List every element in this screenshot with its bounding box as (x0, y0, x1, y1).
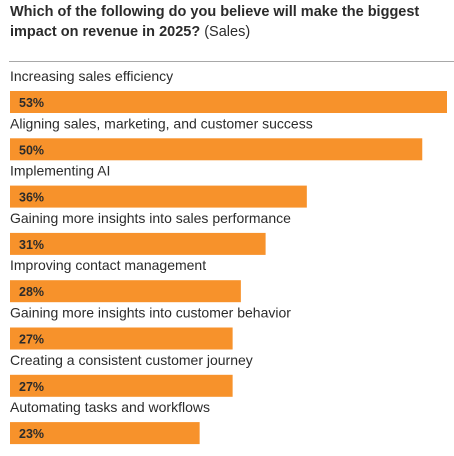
category-label: Automating tasks and workflows (10, 399, 210, 415)
category-label: Aligning sales, marketing, and customer … (10, 115, 313, 131)
bar (10, 327, 233, 350)
bar (10, 185, 307, 208)
value-label: 50% (19, 143, 44, 157)
bar (10, 422, 200, 445)
chart-title: Which of the following do you believe wi… (10, 2, 440, 42)
value-label: 53% (19, 96, 44, 110)
title-divider (9, 61, 454, 62)
value-label: 27% (19, 333, 44, 347)
category-label: Gaining more insights into sales perform… (10, 210, 291, 226)
bar (10, 374, 233, 397)
value-label: 36% (19, 191, 44, 205)
category-label: Creating a consistent customer journey (10, 352, 253, 368)
bar (10, 280, 241, 303)
category-label: Improving contact management (10, 257, 206, 273)
value-label: 23% (19, 427, 44, 441)
bar (10, 91, 447, 113)
bar (10, 232, 266, 255)
value-label: 27% (19, 380, 44, 394)
value-label: 28% (19, 285, 44, 299)
chart-title-suffix: (Sales) (200, 24, 251, 40)
category-label: Gaining more insights into customer beha… (10, 305, 291, 321)
bar (10, 138, 423, 161)
category-label: Implementing AI (10, 163, 110, 179)
chart-title-question: Which of the following do you believe wi… (10, 4, 420, 40)
category-label: Increasing sales efficiency (10, 68, 173, 84)
value-label: 31% (19, 238, 44, 252)
